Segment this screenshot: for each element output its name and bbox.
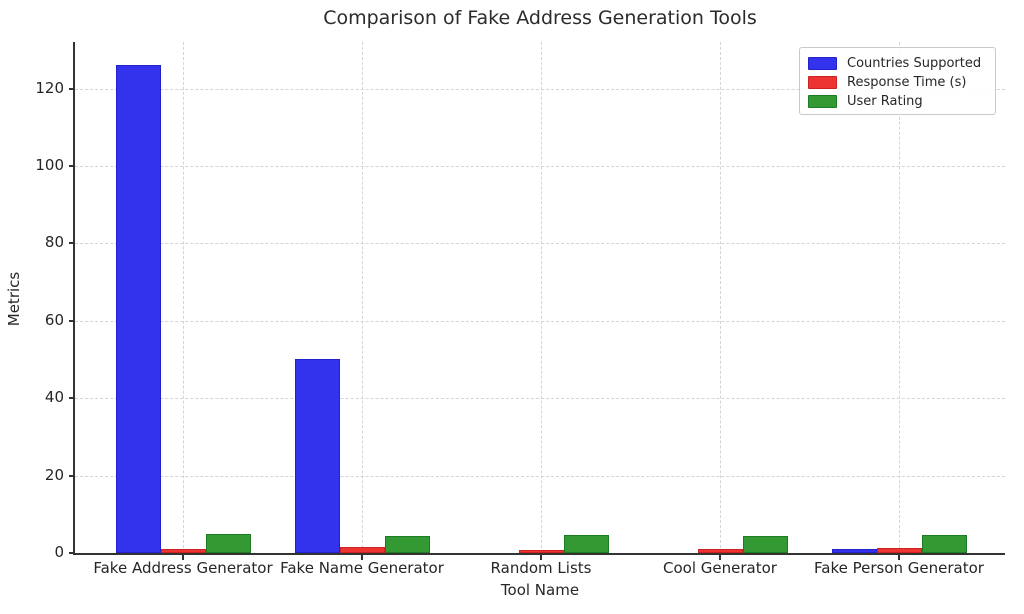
x-tick-mark xyxy=(898,555,900,560)
legend-swatch xyxy=(808,56,837,70)
x-tick-mark xyxy=(361,555,363,560)
x-tick-label: Fake Address Generator xyxy=(93,559,273,577)
legend-label: Countries Supported xyxy=(847,55,982,71)
h-gridline xyxy=(75,88,1005,90)
y-tick-label: 60 xyxy=(44,310,64,329)
legend-label: Response Time (s) xyxy=(847,74,967,90)
y-tick-label: 100 xyxy=(35,156,64,174)
y-tick-label: 20 xyxy=(44,465,64,484)
y-tick-mark xyxy=(69,397,75,400)
v-gridline xyxy=(899,42,900,553)
bar xyxy=(831,549,877,553)
x-tick-mark xyxy=(540,555,542,560)
y-tick-mark xyxy=(69,319,75,322)
v-gridline xyxy=(183,42,184,553)
v-gridline xyxy=(720,42,721,553)
legend-item: User Rating xyxy=(808,92,987,110)
x-tick-label: Random Lists xyxy=(490,559,592,577)
h-gridline xyxy=(75,166,1005,167)
y-tick-label: 120 xyxy=(35,78,64,97)
y-tick-label: 40 xyxy=(44,388,64,407)
x-axis-spine xyxy=(73,553,1005,555)
y-tick-label: 80 xyxy=(44,233,64,252)
x-tick-label: Fake Person Generator xyxy=(814,559,984,577)
y-tick-mark xyxy=(69,474,75,477)
y-axis-spine xyxy=(73,42,75,555)
bar xyxy=(339,547,385,553)
bar xyxy=(742,536,788,553)
v-gridline xyxy=(541,42,542,553)
bar xyxy=(115,65,161,553)
bar xyxy=(876,548,922,553)
y-tick-mark xyxy=(69,552,75,554)
v-gridline xyxy=(362,42,363,553)
bar xyxy=(697,549,743,553)
y-tick-mark xyxy=(69,242,75,245)
y-axis-label: Metrics xyxy=(5,271,23,327)
y-tick-label: 0 xyxy=(54,543,64,561)
bar xyxy=(205,534,251,553)
legend-item: Countries Supported xyxy=(808,54,987,72)
bar xyxy=(384,536,430,553)
x-tick-label: Cool Generator xyxy=(663,559,777,577)
x-tick-mark xyxy=(182,555,184,560)
bar xyxy=(921,535,967,553)
legend-label: User Rating xyxy=(847,93,923,109)
h-gridline xyxy=(75,243,1005,245)
x-axis-label: Tool Name xyxy=(500,581,580,599)
bar xyxy=(160,549,206,553)
h-gridline xyxy=(75,320,1005,322)
chart-title: Comparison of Fake Address Generation To… xyxy=(323,7,757,29)
bar xyxy=(563,535,609,553)
bar xyxy=(294,359,340,553)
y-tick-mark xyxy=(69,165,75,167)
legend-item: Response Time (s) xyxy=(808,73,987,91)
y-tick-mark xyxy=(69,87,75,90)
h-gridline xyxy=(75,475,1005,477)
x-tick-label: Fake Name Generator xyxy=(280,559,444,577)
legend-swatch xyxy=(808,94,837,108)
bar xyxy=(518,550,564,553)
legend-swatch xyxy=(808,75,837,89)
h-gridline xyxy=(75,398,1005,400)
legend: Countries Supported Response Time (s) User… xyxy=(799,47,996,115)
x-tick-mark xyxy=(719,555,721,560)
